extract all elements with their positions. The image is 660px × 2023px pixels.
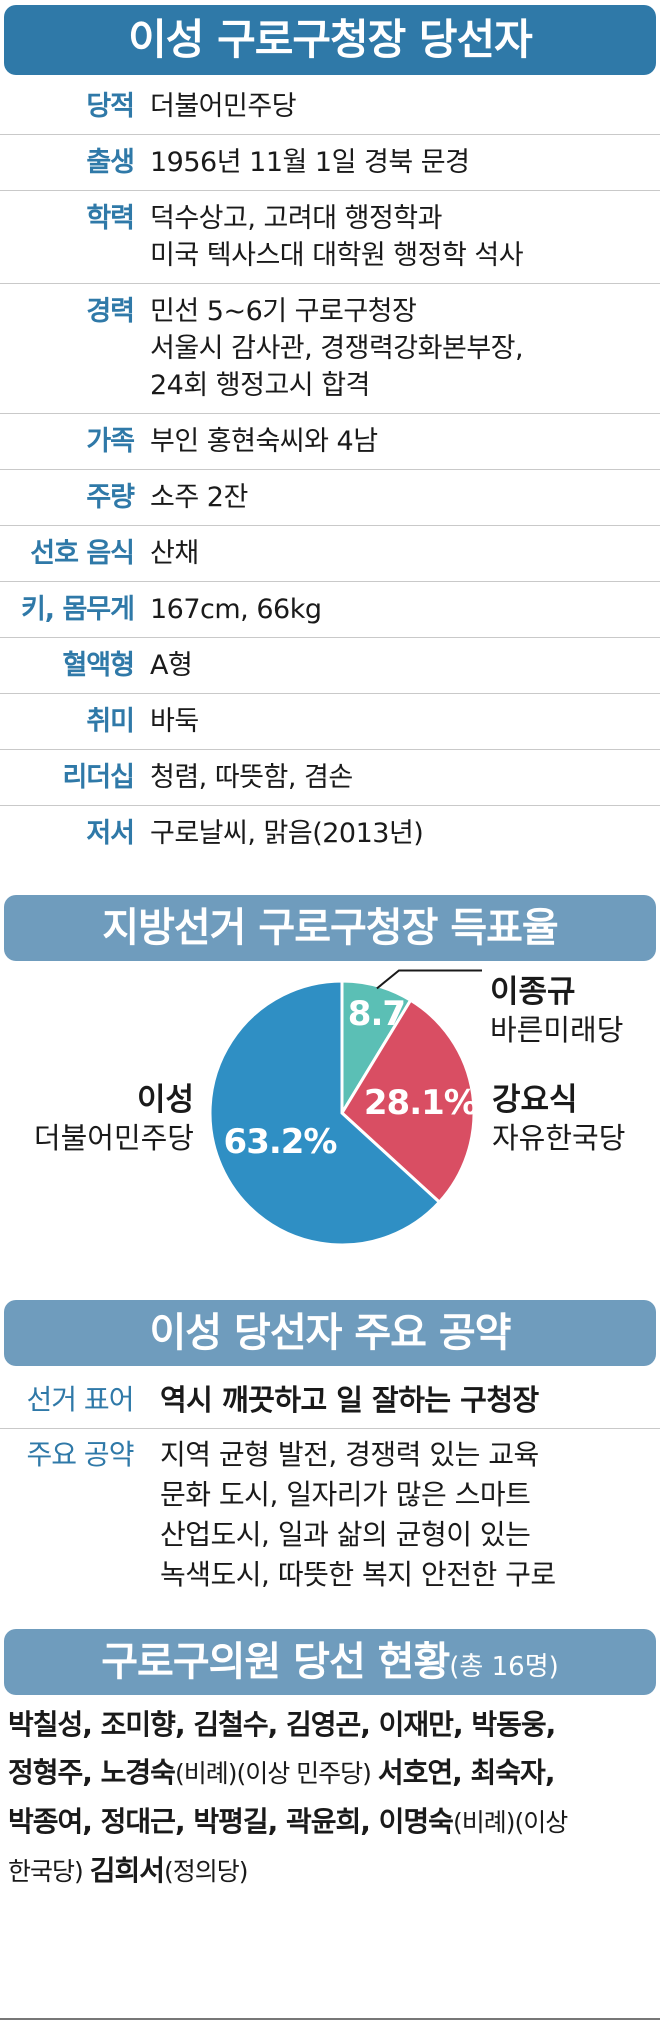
council-line: 박종여, 정대근, 박평길, 곽윤희, 이명숙(비례)(이상 bbox=[8, 1798, 652, 1847]
profile-title: 이성 구로구청장 당선자 bbox=[4, 5, 656, 75]
council-line: 한국당) 김희서(정의당) bbox=[8, 1847, 652, 1896]
member-names: 서호연, 최숙자, bbox=[377, 1756, 556, 1789]
candidate-party: 바른미래당 bbox=[490, 1013, 624, 1047]
profile-value: 산채 bbox=[150, 538, 199, 569]
slogan-value: 역시 깨끗하고 일 잘하는 구청장 bbox=[160, 1383, 539, 1417]
profile-row: 가족 부인 홍현숙씨와 4남 bbox=[0, 414, 660, 470]
profile-key: 주량 bbox=[86, 482, 135, 513]
profile-value: 덕수상고, 고려대 행정학과 미국 텍사스대 대학원 행정학 석사 bbox=[150, 203, 524, 271]
legend-kang-yosik: 강요식 자유한국당 bbox=[492, 1081, 625, 1157]
profile-value: 부인 홍현숙씨와 4남 bbox=[150, 426, 378, 457]
profile-row: 저서 구로날씨, 맑음(2013년) bbox=[0, 806, 660, 861]
profile-key: 키, 몸무게 bbox=[20, 594, 135, 625]
pledges-table: 선거 표어 역시 깨끗하고 일 잘하는 구청장 주요 공약 지역 균형 발전, … bbox=[0, 1374, 660, 1603]
candidate-name: 이종규 bbox=[490, 974, 576, 1010]
council-title-banner: 구로구의원 당선 현황(총 16명) bbox=[4, 1629, 656, 1695]
profile-row: 키, 몸무게 167cm, 66kg bbox=[0, 582, 660, 638]
council-line: 정형주, 노경숙(비례)(이상 민주당) 서호연, 최숙자, bbox=[8, 1749, 652, 1798]
candidate-party: 더불어민주당 bbox=[33, 1121, 194, 1155]
profile-row: 혈액형 A형 bbox=[0, 638, 660, 694]
profile-value: 청렴, 따뜻함, 겸손 bbox=[150, 762, 353, 793]
member-party: (비례)(이상 민주당) bbox=[174, 1759, 378, 1788]
profile-key: 혈액형 bbox=[62, 650, 135, 681]
main-pledge-row: 주요 공약 지역 균형 발전, 경쟁력 있는 교육 문화 도시, 일자리가 많은… bbox=[0, 1429, 660, 1603]
bottom-rule bbox=[0, 2018, 660, 2020]
profile-value: 더불어민주당 bbox=[150, 91, 297, 122]
council-line: 박칠성, 조미향, 김철수, 김영곤, 이재만, 박동웅, bbox=[8, 1701, 652, 1749]
profile-key: 가족 bbox=[86, 426, 135, 457]
pie-slice-kang-yosik bbox=[340, 998, 476, 1205]
slice-label-kang-yosik: 28.1% bbox=[363, 1082, 478, 1123]
profile-row: 당적 더불어민주당 bbox=[0, 79, 660, 135]
pie-slice-lee-sung bbox=[208, 979, 442, 1247]
profile-row: 주량 소주 2잔 bbox=[0, 470, 660, 526]
vote-title: 지방선거 구로구청장 득표율 bbox=[4, 895, 656, 961]
profile-value: 바둑 bbox=[150, 706, 199, 737]
council-members: 박칠성, 조미향, 김철수, 김영곤, 이재만, 박동웅, 정형주, 노경숙(비례… bbox=[0, 1695, 660, 1896]
slogan-row: 선거 표어 역시 깨끗하고 일 잘하는 구청장 bbox=[0, 1374, 660, 1428]
slice-label-lee-sung: 63.2% bbox=[223, 1122, 338, 1163]
slice-label-lee-jongkyu: 8.7 bbox=[347, 993, 406, 1034]
profile-key: 경력 bbox=[86, 296, 135, 327]
profile-value: A형 bbox=[150, 650, 193, 681]
profile-value: 소주 2잔 bbox=[150, 482, 248, 513]
legend-lee-jongkyu: 이종규 바른미래당 bbox=[490, 973, 623, 1049]
profile-key: 당적 bbox=[86, 91, 135, 122]
profile-value: 구로날씨, 맑음(2013년) bbox=[150, 818, 424, 849]
profile-key: 리더십 bbox=[62, 762, 135, 793]
profile-value: 167cm, 66kg bbox=[150, 594, 322, 625]
profile-key: 학력 bbox=[86, 203, 135, 234]
profile-value: 민선 5~6기 구로구청장 서울시 감사관, 경쟁력강화본부장, 24회 행정고… bbox=[150, 296, 524, 401]
profile-value: 1956년 11월 1일 경북 문경 bbox=[150, 147, 470, 178]
council-title: 구로구의원 당선 현황 bbox=[101, 1639, 450, 1685]
profile-key: 취미 bbox=[86, 706, 135, 737]
profile-row: 경력 민선 5~6기 구로구청장 서울시 감사관, 경쟁력강화본부장, 24회 행… bbox=[0, 284, 660, 414]
member-names: 박종여, 정대근, 박평길, 곽윤희, 이명숙 bbox=[8, 1805, 454, 1838]
profile-row: 선호 음식 산채 bbox=[0, 526, 660, 582]
member-party: (정의당) bbox=[163, 1857, 249, 1886]
pledges-title: 이성 당선자 주요 공약 bbox=[4, 1300, 656, 1366]
candidate-name: 이성 bbox=[136, 1082, 194, 1118]
member-party: 한국당) bbox=[8, 1857, 90, 1886]
legend-lee-sung: 이성 더불어민주당 bbox=[14, 1081, 194, 1157]
profile-row: 리더십 청렴, 따뜻함, 겸손 bbox=[0, 750, 660, 806]
profile-key: 선호 음식 bbox=[30, 538, 135, 569]
profile-row: 취미 바둑 bbox=[0, 694, 660, 750]
profile-row: 출생 1956년 11월 1일 경북 문경 bbox=[0, 135, 660, 191]
member-names: 박칠성, 조미향, 김철수, 김영곤, 이재만, 박동웅, bbox=[8, 1708, 556, 1741]
candidate-name: 강요식 bbox=[492, 1082, 578, 1118]
infographic: 이성 구로구청장 당선자 당적 더불어민주당 출생 1956년 11월 1일 경북 문… bbox=[0, 5, 660, 2020]
main-pledge-key: 주요 공약 bbox=[26, 1438, 135, 1471]
council-count: (총 16명) bbox=[449, 1652, 559, 1682]
divider bbox=[0, 1428, 660, 1429]
vote-chart: 8.7 28.1% 63.2% 이종규 바른미래당 강요식 자유한국당 이성 더… bbox=[0, 961, 660, 1266]
profile-row: 학력 덕수상고, 고려대 행정학과 미국 텍사스대 대학원 행정학 석사 bbox=[0, 191, 660, 284]
pie-chart bbox=[208, 969, 482, 1247]
leader-line bbox=[376, 969, 482, 990]
profile-key: 출생 bbox=[86, 147, 135, 178]
member-party: (비례)(이상 bbox=[452, 1808, 568, 1837]
main-pledge-value: 지역 균형 발전, 경쟁력 있는 교육 문화 도시, 일자리가 많은 스마트 산… bbox=[160, 1438, 556, 1591]
member-names: 김희서 bbox=[89, 1854, 165, 1887]
member-names: 정형주, 노경숙 bbox=[8, 1756, 176, 1789]
candidate-party: 자유한국당 bbox=[492, 1121, 626, 1155]
profile-key: 저서 bbox=[86, 818, 135, 849]
slogan-key: 선거 표어 bbox=[26, 1383, 135, 1416]
